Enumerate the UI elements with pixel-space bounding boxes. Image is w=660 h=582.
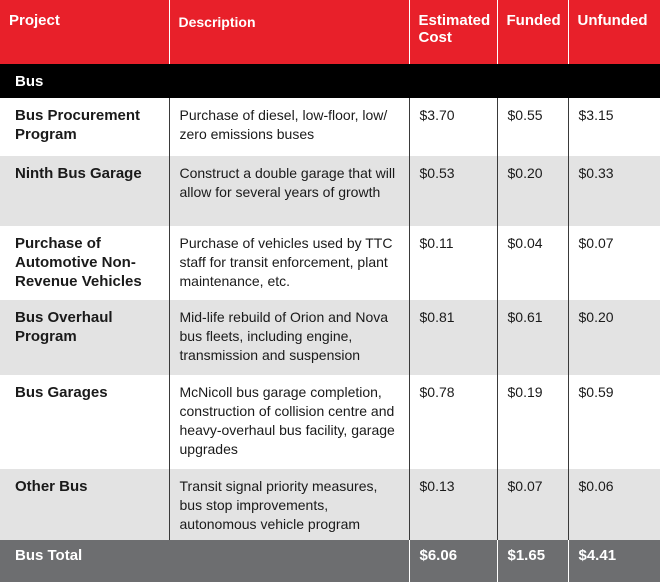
header-estimated-cost: Estimated Cost	[408, 0, 497, 64]
project-description: McNicoll bus garage completion, construc…	[168, 375, 409, 469]
project-description: Transit signal priority measures, bus st…	[168, 469, 409, 540]
project-description: Purchase of diesel, low-floor, low/ zero…	[168, 98, 409, 156]
table-row: Bus Garages McNicoll bus garage completi…	[0, 375, 660, 469]
header-funded: Funded	[496, 0, 568, 64]
unfunded-cell: $0.59	[567, 375, 660, 469]
estimated-cost-cell: $0.78	[408, 375, 497, 469]
project-name: Bus Overhaul Program	[0, 300, 169, 375]
unfunded-cell: $0.07	[567, 226, 660, 300]
unfunded-cell: $3.15	[567, 98, 660, 156]
estimated-cost-cell: $0.11	[408, 226, 497, 300]
project-description: Purchase of vehicles used by TTC staff f…	[168, 226, 409, 300]
funded-cell: $0.19	[496, 375, 568, 469]
project-name: Purchase of Automotive Non-Revenue Vehic…	[0, 226, 169, 300]
section-label: Bus	[0, 64, 660, 98]
total-label: Bus Total	[0, 540, 169, 582]
project-name: Bus Garages	[0, 375, 169, 469]
funded-cell: $0.20	[496, 156, 568, 226]
header-project: Project	[0, 0, 169, 64]
header-description: Description	[168, 0, 409, 64]
table-row: Bus Overhaul Program Mid-life rebuild of…	[0, 300, 660, 375]
total-estimated-cost: $6.06	[408, 540, 497, 582]
table-row: Bus Procurement Program Purchase of dies…	[0, 98, 660, 156]
header-row: Project Description Estimated Cost Funde…	[0, 0, 660, 64]
project-name: Ninth Bus Garage	[0, 156, 169, 226]
section-row-bus: Bus	[0, 64, 660, 98]
table-row: Other Bus Transit signal priority measur…	[0, 469, 660, 540]
project-description: Construct a double garage that will allo…	[168, 156, 409, 226]
funded-cell: $0.04	[496, 226, 568, 300]
funded-cell: $0.55	[496, 98, 568, 156]
total-funded: $1.65	[496, 540, 568, 582]
funded-cell: $0.61	[496, 300, 568, 375]
total-row: Bus Total $6.06 $1.65 $4.41	[0, 540, 660, 582]
project-description: Mid-life rebuild of Orion and Nova bus f…	[168, 300, 409, 375]
estimated-cost-cell: $0.13	[408, 469, 497, 540]
total-description-empty	[169, 540, 409, 582]
project-name: Other Bus	[0, 469, 169, 540]
total-unfunded: $4.41	[567, 540, 660, 582]
header-unfunded: Unfunded	[567, 0, 660, 64]
table-row: Purchase of Automotive Non-Revenue Vehic…	[0, 226, 660, 300]
estimated-cost-cell: $3.70	[408, 98, 497, 156]
project-name: Bus Procurement Program	[0, 98, 169, 156]
unfunded-cell: $0.06	[567, 469, 660, 540]
unfunded-cell: $0.33	[567, 156, 660, 226]
funded-cell: $0.07	[496, 469, 568, 540]
estimated-cost-cell: $0.53	[408, 156, 497, 226]
table-row: Ninth Bus Garage Construct a double gara…	[0, 156, 660, 226]
unfunded-cell: $0.20	[567, 300, 660, 375]
estimated-cost-cell: $0.81	[408, 300, 497, 375]
